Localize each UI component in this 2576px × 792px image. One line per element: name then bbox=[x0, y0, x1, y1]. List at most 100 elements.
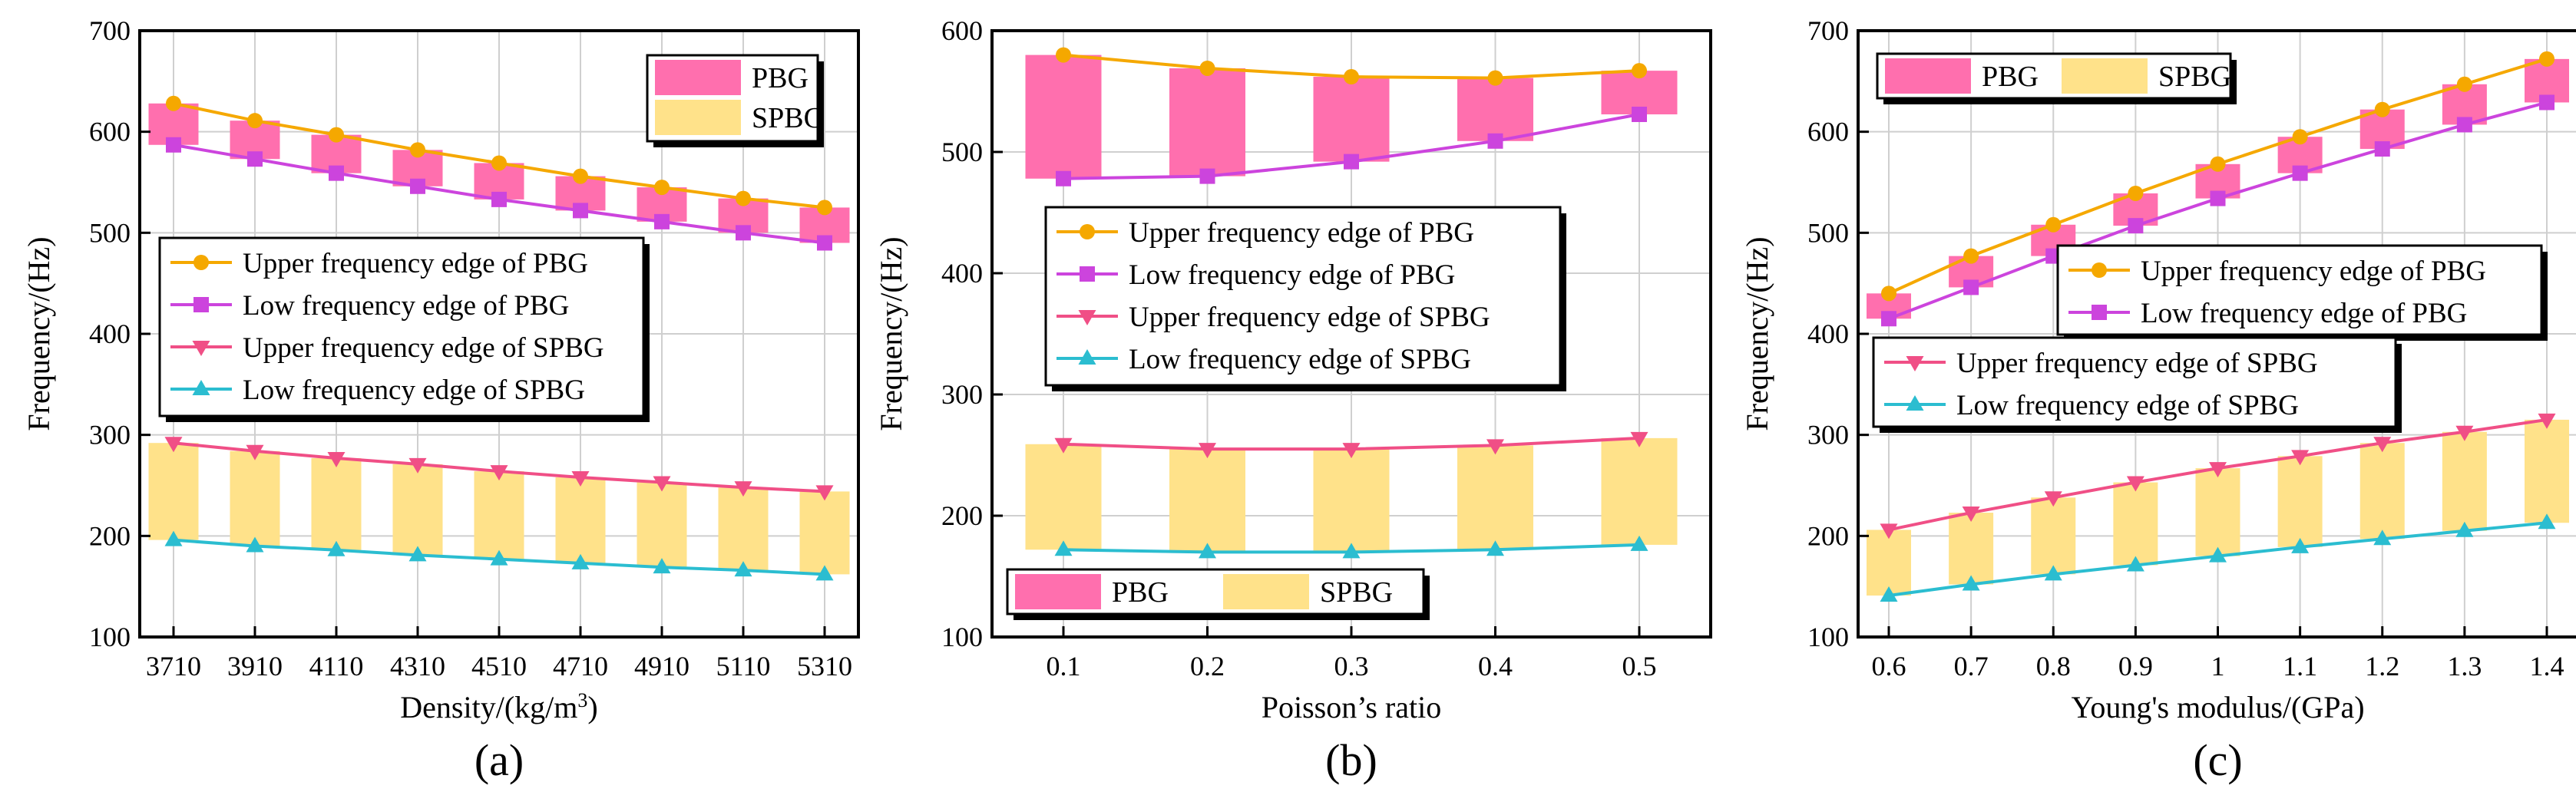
x-tick-label: 0.1 bbox=[1047, 651, 1081, 681]
data-point bbox=[817, 200, 832, 216]
data-point bbox=[2374, 141, 2390, 157]
data-point bbox=[1056, 170, 1071, 186]
x-tick-label: 0.7 bbox=[1954, 651, 1989, 681]
data-point bbox=[491, 155, 507, 171]
data-point bbox=[2374, 101, 2390, 117]
y-tick-label: 200 bbox=[89, 520, 131, 551]
data-point bbox=[2291, 450, 2310, 466]
series-1 bbox=[1056, 47, 1647, 86]
spbg-band-bar bbox=[311, 457, 362, 550]
band-bars bbox=[1867, 58, 2569, 596]
data-point bbox=[329, 127, 344, 143]
spbg-band-bar bbox=[718, 487, 769, 571]
legend-marker bbox=[2092, 262, 2107, 278]
data-point bbox=[2210, 156, 2226, 172]
data-point bbox=[1199, 60, 1215, 76]
data-point bbox=[1962, 507, 1980, 523]
data-point bbox=[2044, 565, 2062, 581]
data-point bbox=[1486, 439, 1504, 455]
chart-panel-c: 100 200 300 400 500 600 700 0.6 0.7 0.8 0.9 1 1.1 1.2… bbox=[1740, 15, 2576, 785]
x-tick-label: 5110 bbox=[716, 651, 771, 681]
x-axis-label: Density/(kg/m3) bbox=[400, 689, 597, 725]
data-point bbox=[1487, 133, 1503, 149]
x-axis-label: Poisson’s ratio bbox=[1262, 690, 1441, 724]
axes: 100 200 300 400 500 600 700 0.6 0.7 0.8 0.9 1 1.1 1.2… bbox=[1740, 15, 2564, 785]
legend-label: PBG bbox=[1112, 576, 1169, 609]
data-point bbox=[327, 540, 346, 556]
legend-label: Upper frequency edge of PBG bbox=[1129, 217, 1474, 249]
legend-label: Upper frequency edge of PBG bbox=[243, 248, 588, 279]
data-point bbox=[734, 561, 752, 577]
band-bars bbox=[148, 103, 850, 575]
data-point bbox=[2292, 129, 2308, 145]
y-tick-label: 600 bbox=[941, 15, 983, 46]
series-2 bbox=[1881, 94, 2555, 327]
data-point bbox=[2209, 462, 2227, 478]
data-point bbox=[247, 151, 263, 167]
data-point bbox=[654, 213, 670, 229]
data-point bbox=[573, 203, 588, 219]
panel-label: (c) bbox=[2193, 735, 2242, 785]
legend-swatch bbox=[2062, 58, 2148, 94]
data-point bbox=[2044, 491, 2062, 507]
data-point bbox=[653, 476, 671, 492]
series-1 bbox=[166, 95, 832, 216]
y-tick-label: 500 bbox=[941, 137, 983, 167]
data-point bbox=[2373, 437, 2392, 453]
spbg-band-bar bbox=[555, 477, 606, 563]
y-tick-label: 200 bbox=[1807, 520, 1849, 551]
pbg-band-bar bbox=[1313, 77, 1390, 162]
series-3 bbox=[1880, 413, 2556, 540]
data-point bbox=[734, 481, 752, 497]
data-point bbox=[1881, 285, 1896, 302]
x-tick-label: 4710 bbox=[553, 651, 608, 681]
x-tick-label: 1.1 bbox=[2283, 651, 2317, 681]
legend-box bbox=[1044, 206, 1562, 387]
data-point bbox=[2456, 117, 2472, 133]
data-point bbox=[164, 530, 183, 546]
data-point bbox=[2291, 537, 2310, 553]
legend-marker bbox=[1080, 224, 1095, 239]
data-point bbox=[1632, 63, 1647, 79]
data-point bbox=[2455, 425, 2474, 441]
data-point bbox=[1630, 431, 1648, 447]
data-point bbox=[490, 549, 508, 566]
x-tick-label: 4910 bbox=[634, 651, 689, 681]
data-point bbox=[1056, 47, 1071, 63]
x-tick-label: 4310 bbox=[390, 651, 445, 681]
data-point bbox=[2538, 513, 2556, 530]
data-point bbox=[1487, 70, 1503, 86]
data-point bbox=[2128, 185, 2144, 201]
data-point bbox=[1054, 540, 1073, 556]
legend-label: Upper frequency edge of SPBG bbox=[1956, 348, 2318, 379]
legend-marker bbox=[2092, 305, 2107, 320]
spbg-band-bar bbox=[2525, 419, 2569, 523]
data-point bbox=[1199, 443, 1216, 459]
y-tick-label: 500 bbox=[1807, 217, 1849, 248]
legend-label: Low frequency edge of PBG bbox=[1129, 259, 1455, 291]
legend-label: Upper frequency edge of SPBG bbox=[1129, 302, 1490, 333]
spbg-band-bar bbox=[474, 471, 524, 559]
spbg-band-bar bbox=[2277, 456, 2323, 547]
data-point bbox=[1962, 575, 1980, 591]
data-point bbox=[2538, 413, 2556, 429]
legend-swatch bbox=[1223, 574, 1309, 609]
legend-swatch bbox=[1885, 58, 1971, 94]
series-4 bbox=[164, 530, 834, 581]
data-point bbox=[1880, 523, 1898, 540]
spbg-band-bar bbox=[1457, 445, 1533, 550]
y-tick-label: 500 bbox=[89, 217, 131, 248]
spbg-band-bar bbox=[392, 464, 443, 556]
x-tick-label: 3710 bbox=[146, 651, 201, 681]
data-point bbox=[571, 553, 590, 569]
data-point bbox=[1054, 437, 1073, 454]
y-tick-label: 100 bbox=[89, 622, 131, 652]
legend-marker bbox=[192, 341, 210, 356]
x-tick-label: 5310 bbox=[797, 651, 852, 681]
legend-label: Upper frequency edge of SPBG bbox=[243, 332, 604, 364]
band-legend: PBG SPBG bbox=[646, 54, 825, 147]
data-point bbox=[815, 485, 834, 501]
pbg-band-bar bbox=[1025, 54, 1102, 179]
x-tick-label: 0.4 bbox=[1478, 651, 1513, 681]
